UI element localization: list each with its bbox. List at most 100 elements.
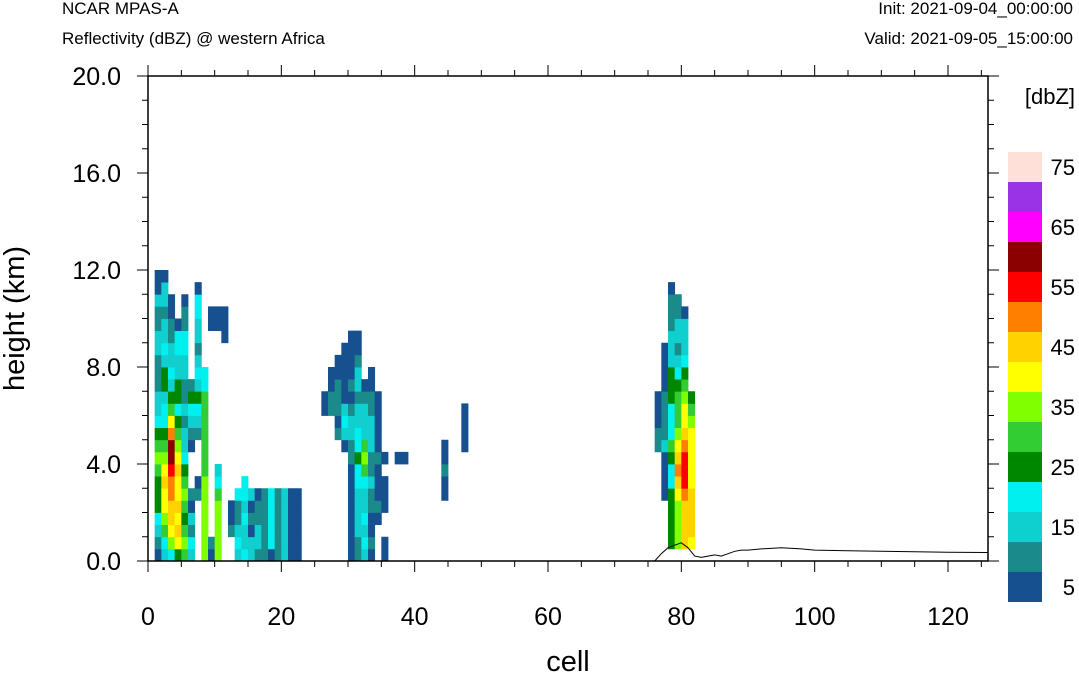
reflectivity-cell — [174, 512, 182, 526]
reflectivity-cell — [688, 427, 696, 441]
reflectivity-cell — [228, 524, 236, 538]
reflectivity-cell — [228, 512, 236, 526]
reflectivity-cell — [228, 500, 236, 513]
reflectivity-cell — [174, 439, 182, 453]
reflectivity-cell — [674, 294, 682, 307]
y-tick-label: 4.0 — [86, 451, 121, 479]
y-tick-label: 8.0 — [86, 354, 121, 382]
reflectivity-cell — [674, 379, 682, 392]
reflectivity-cell — [668, 354, 676, 368]
reflectivity-cell — [181, 548, 189, 562]
reflectivity-cell — [161, 391, 169, 404]
reflectivity-cell — [214, 306, 222, 319]
reflectivity-cell — [261, 524, 269, 538]
reflectivity-cell — [461, 427, 469, 441]
reflectivity-cell — [168, 330, 176, 344]
reflectivity-cell — [681, 379, 689, 392]
reflectivity-cell — [154, 415, 162, 429]
reflectivity-cell — [161, 282, 169, 295]
reflectivity-cell — [248, 548, 256, 562]
reflectivity-cell — [214, 500, 222, 513]
reflectivity-cell — [654, 439, 662, 453]
reflectivity-cell — [181, 488, 189, 501]
reflectivity-cell — [348, 391, 356, 404]
reflectivity-cell — [354, 536, 362, 550]
reflectivity-cell — [248, 512, 256, 526]
reflectivity-cell — [168, 524, 176, 538]
reflectivity-cell — [194, 427, 202, 441]
reflectivity-cell — [154, 282, 162, 295]
reflectivity-cell — [668, 306, 676, 319]
reflectivity-cell — [161, 439, 169, 453]
reflectivity-cell — [354, 379, 362, 392]
reflectivity-cell — [161, 464, 169, 477]
reflectivity-cell — [154, 367, 162, 380]
reflectivity-cell — [208, 536, 216, 550]
reflectivity-cell — [668, 536, 676, 550]
reflectivity-cell — [168, 379, 176, 392]
reflectivity-cell — [674, 476, 682, 489]
colorbar-label: 5 — [1063, 575, 1075, 600]
reflectivity-cell — [268, 500, 276, 513]
reflectivity-cell — [154, 354, 162, 368]
reflectivity-cell — [168, 500, 176, 513]
reflectivity-cell — [341, 439, 349, 453]
reflectivity-cell — [361, 391, 369, 404]
colorbar-label: 65 — [1051, 215, 1075, 240]
reflectivity-cell — [201, 415, 209, 429]
reflectivity-cell — [214, 476, 222, 489]
reflectivity-cell — [354, 548, 362, 562]
reflectivity-cell — [208, 548, 216, 562]
reflectivity-cell — [661, 342, 669, 356]
x-axis-label: cell — [546, 646, 590, 677]
colorbar-swatch — [1008, 302, 1042, 332]
reflectivity-cell — [334, 391, 342, 404]
reflectivity-cell — [161, 354, 169, 368]
x-tick-label: 40 — [401, 603, 429, 631]
reflectivity-cell — [361, 524, 369, 538]
reflectivity-cell — [168, 415, 176, 429]
reflectivity-cell — [174, 488, 182, 501]
reflectivity-cell — [688, 464, 696, 477]
reflectivity-cell — [661, 354, 669, 368]
reflectivity-cell — [354, 439, 362, 453]
reflectivity-cell — [168, 512, 176, 526]
reflectivity-cell — [168, 536, 176, 550]
reflectivity-cell — [674, 451, 682, 465]
reflectivity-cell — [188, 488, 196, 501]
reflectivity-cell — [381, 500, 389, 513]
reflectivity-cell — [354, 451, 362, 465]
reflectivity-cell — [188, 379, 196, 392]
reflectivity-cell — [181, 427, 189, 441]
reflectivity-cell — [154, 488, 162, 501]
reflectivity-cell — [361, 476, 369, 489]
reflectivity-cell — [681, 439, 689, 453]
reflectivity-cell — [168, 488, 176, 501]
reflectivity-cell — [174, 354, 182, 368]
reflectivity-cell — [661, 379, 669, 392]
reflectivity-cell — [154, 318, 162, 332]
reflectivity-cell — [261, 536, 269, 550]
reflectivity-cell — [668, 427, 676, 441]
reflectivity-cell — [154, 330, 162, 344]
reflectivity-cell — [354, 476, 362, 489]
reflectivity-cell — [261, 500, 269, 513]
reflectivity-cell — [348, 342, 356, 356]
reflectivity-cell — [668, 367, 676, 380]
reflectivity-cell — [161, 451, 169, 465]
reflectivity-cell — [174, 342, 182, 356]
reflectivity-cell — [374, 439, 382, 453]
reflectivity-cell — [381, 476, 389, 489]
reflectivity-cell — [188, 536, 196, 550]
reflectivity-cell — [181, 294, 189, 307]
reflectivity-cell — [688, 536, 696, 550]
reflectivity-cell — [214, 464, 222, 477]
reflectivity-cell — [294, 524, 302, 538]
reflectivity-cell — [174, 318, 182, 332]
reflectivity-cell — [681, 524, 689, 538]
reflectivity-cell — [668, 500, 676, 513]
reflectivity-cell — [681, 367, 689, 380]
reflectivity-cell — [674, 439, 682, 453]
reflectivity-cell — [341, 403, 349, 416]
reflectivity-cell — [668, 439, 676, 453]
